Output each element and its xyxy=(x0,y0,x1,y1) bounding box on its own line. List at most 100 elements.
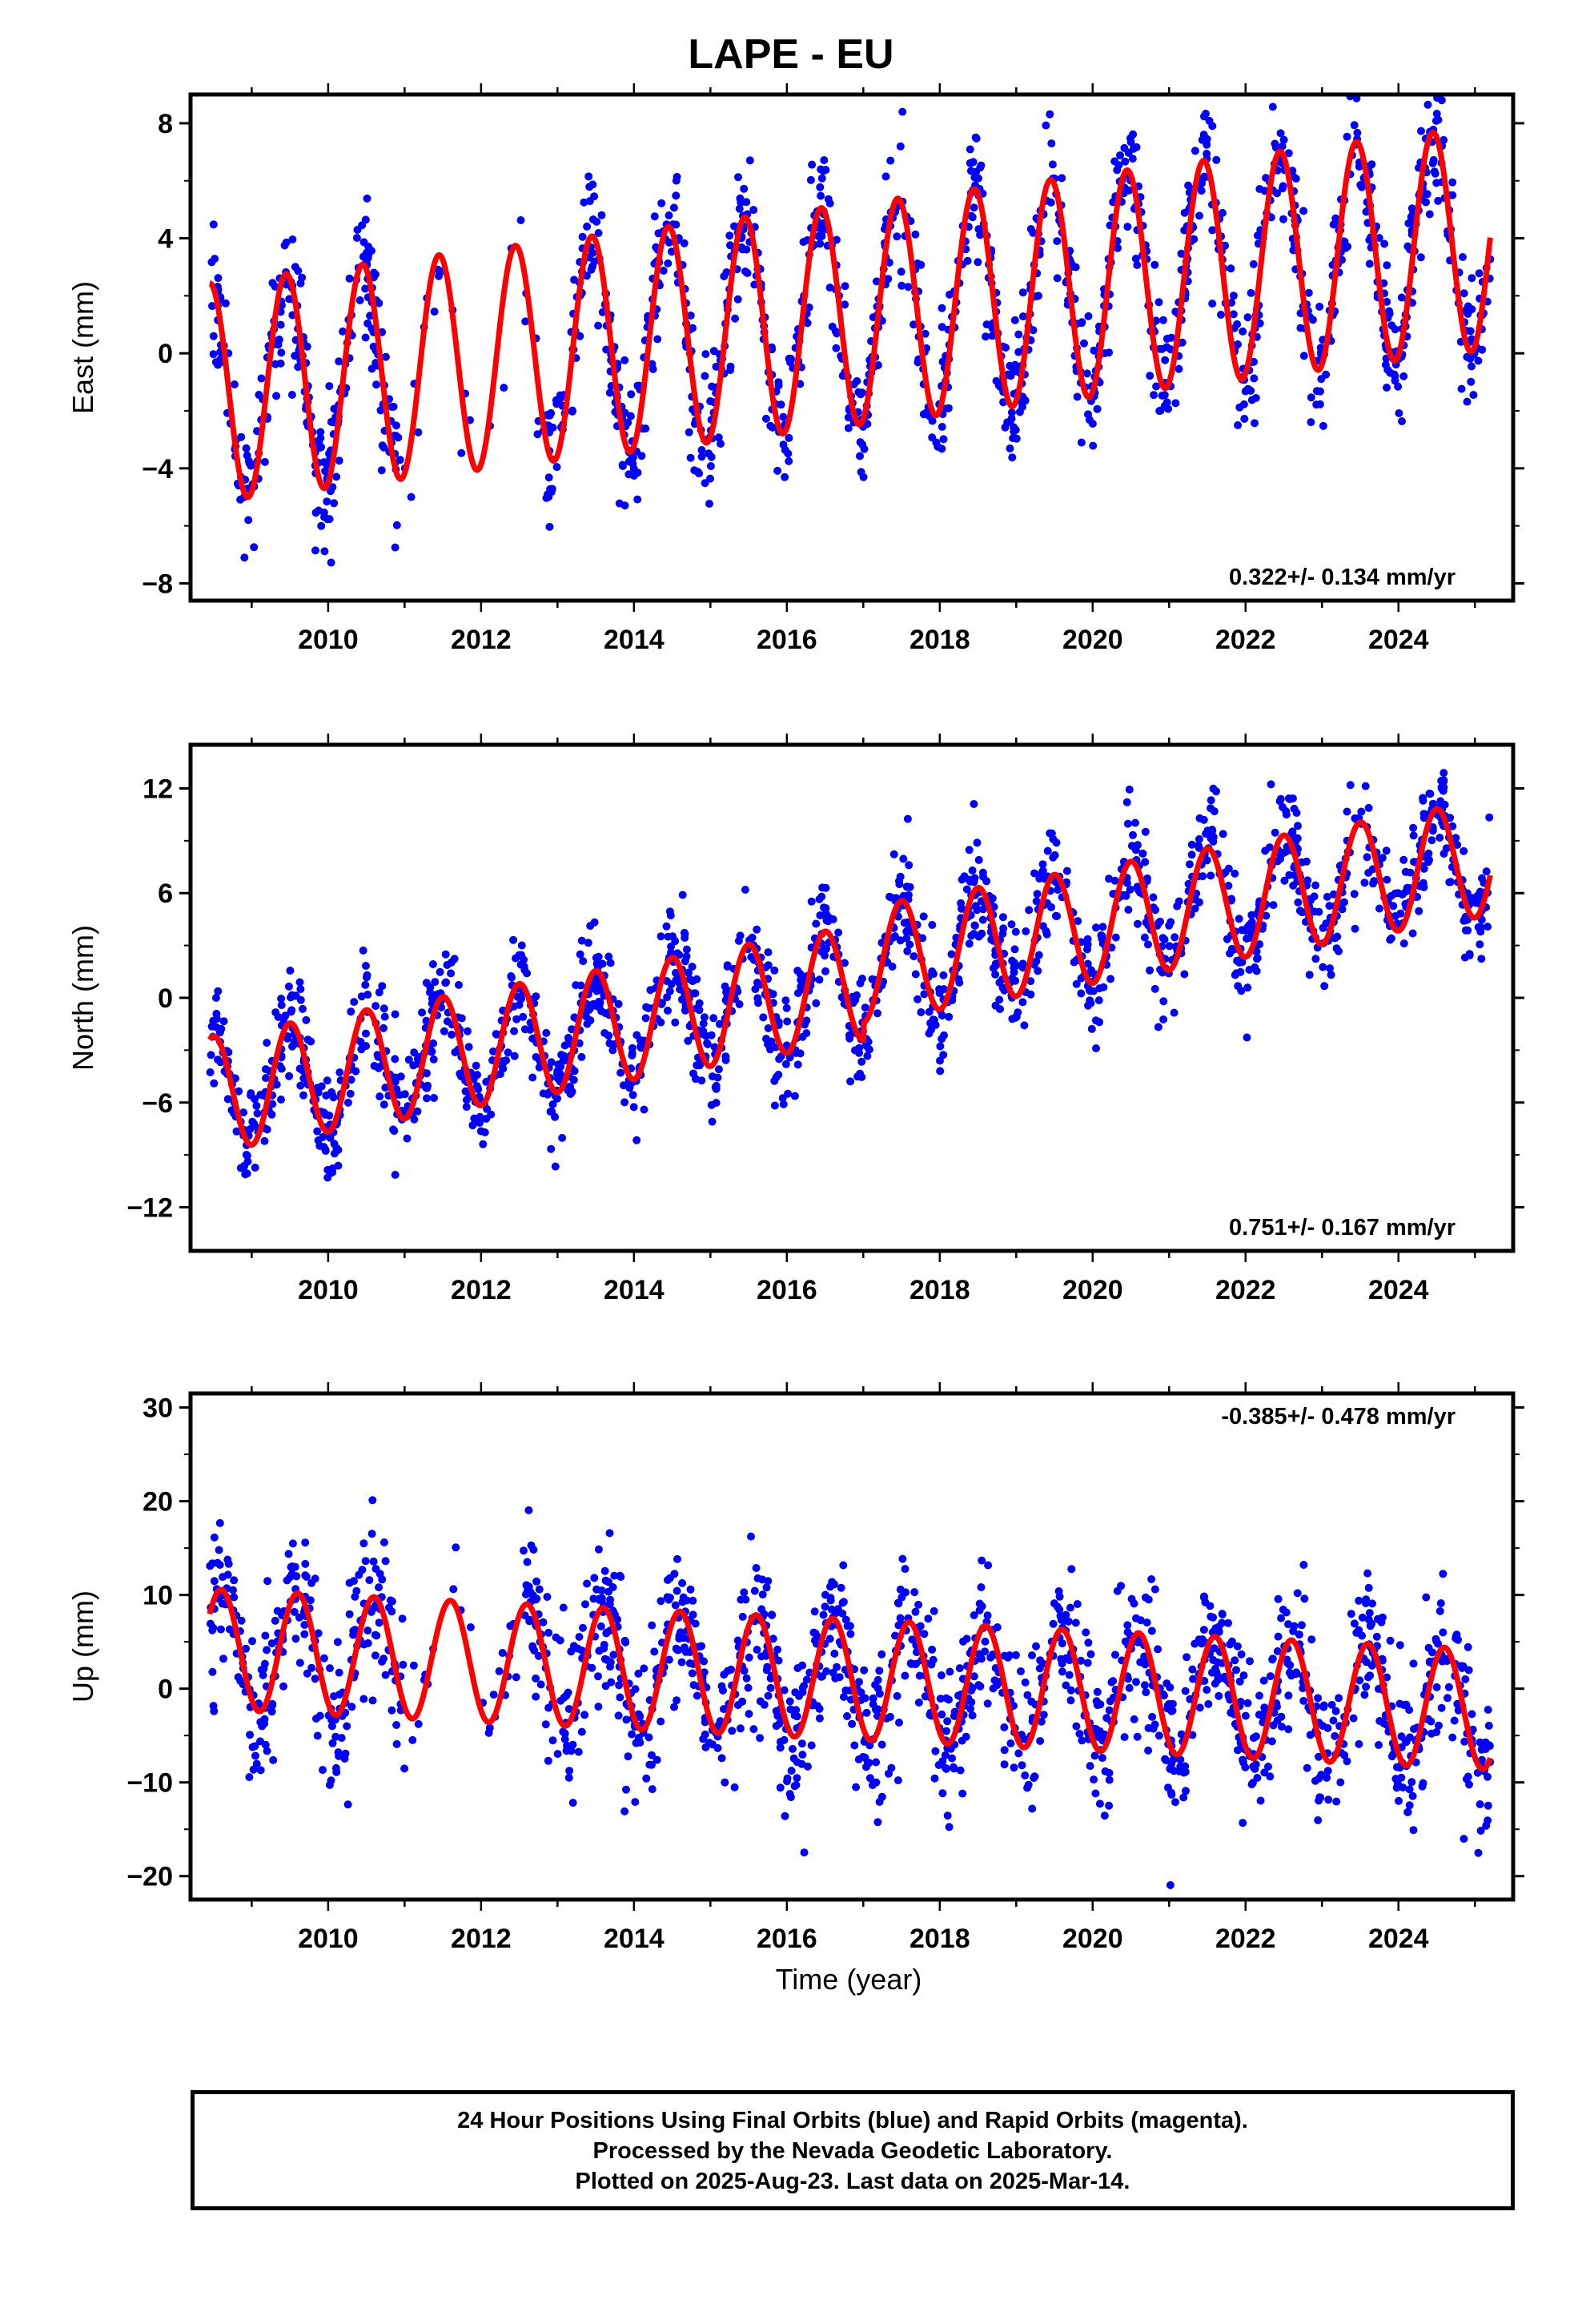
east-y-tick-label: −4 xyxy=(142,454,173,485)
east-data-point xyxy=(1463,352,1472,361)
up-data-point xyxy=(640,1664,648,1673)
north-data-point xyxy=(1276,794,1285,803)
north-data-point xyxy=(902,883,911,891)
north-data-point xyxy=(350,998,359,1007)
up-data-point xyxy=(675,1634,684,1643)
up-data-point xyxy=(869,1694,877,1703)
up-data-point xyxy=(556,1696,565,1705)
east-data-point xyxy=(971,133,980,142)
east-data-point xyxy=(844,413,853,422)
east-data-point xyxy=(1089,441,1098,450)
north-data-point xyxy=(1389,902,1398,911)
north-data-point xyxy=(243,1169,251,1178)
north-data-point xyxy=(779,1100,788,1108)
east-data-point xyxy=(1380,239,1389,248)
up-data-point xyxy=(1148,1712,1157,1721)
up-data-point xyxy=(300,1630,309,1638)
north-data-point xyxy=(319,1143,328,1152)
east-data-point xyxy=(363,194,371,203)
east-data-point xyxy=(1071,263,1080,271)
up-data-point xyxy=(1432,1728,1441,1736)
up-data-point xyxy=(873,1675,882,1684)
up-data-point xyxy=(1075,1730,1084,1738)
east-data-point xyxy=(516,216,525,224)
east-data-point xyxy=(1439,135,1448,144)
north-data-point xyxy=(473,1071,482,1080)
up-data-point xyxy=(1300,1594,1309,1603)
north-data-point xyxy=(1165,942,1174,951)
up-data-point xyxy=(1142,1593,1150,1602)
north-data-point xyxy=(1386,935,1395,944)
up-data-point xyxy=(681,1647,690,1656)
up-data-point xyxy=(636,1738,644,1747)
east-data-point xyxy=(209,220,218,229)
east-data-point xyxy=(588,248,597,257)
up-data-point xyxy=(351,1592,359,1601)
east-data-point xyxy=(857,468,865,476)
east-data-point xyxy=(1212,155,1221,164)
east-data-point xyxy=(856,452,864,460)
north-data-point xyxy=(594,952,603,961)
north-data-point xyxy=(1046,829,1054,838)
north-data-point xyxy=(846,1077,855,1086)
up-data-point xyxy=(776,1783,785,1792)
east-data-point xyxy=(673,172,681,181)
up-data-point xyxy=(208,1626,217,1634)
up-data-point xyxy=(574,1747,583,1756)
east-data-point xyxy=(853,376,861,385)
north-data-point xyxy=(640,1105,648,1114)
up-data-point xyxy=(1241,1763,1250,1771)
north-data-point xyxy=(1338,905,1347,914)
east-data-point xyxy=(361,284,370,293)
north-data-point xyxy=(504,1048,512,1057)
east-data-point xyxy=(1398,417,1406,425)
up-data-point xyxy=(1256,1796,1265,1805)
east-data-point xyxy=(1423,100,1432,109)
north-data-point xyxy=(1403,883,1411,892)
east-data-point xyxy=(706,474,714,483)
east-data-point xyxy=(1394,382,1403,391)
up-data-point xyxy=(559,1727,568,1736)
east-data-point xyxy=(379,443,388,452)
up-data-point xyxy=(1189,1675,1198,1683)
north-data-point xyxy=(909,952,918,961)
east-data-point xyxy=(209,350,218,359)
east-data-point xyxy=(817,191,825,200)
up-data-point xyxy=(1200,1677,1209,1685)
up-data-point xyxy=(1006,1739,1015,1747)
north-data-point xyxy=(551,1162,560,1171)
north-data-point xyxy=(379,1100,388,1109)
north-data-point xyxy=(510,1027,519,1035)
up-data-point xyxy=(893,1691,901,1700)
east-x-tick-label: 2018 xyxy=(909,625,970,655)
east-data-point xyxy=(1385,307,1394,316)
east-data-point xyxy=(544,473,553,482)
up-data-point xyxy=(295,1613,303,1622)
up-data-point xyxy=(1402,1738,1411,1747)
east-data-point xyxy=(938,444,946,453)
east-data-point xyxy=(1058,174,1066,183)
east-data-point xyxy=(1299,207,1308,215)
east-data-point xyxy=(1315,400,1324,408)
up-data-point xyxy=(590,1574,599,1582)
north-data-point xyxy=(559,1056,568,1065)
up-data-point xyxy=(1083,1659,1092,1667)
up-data-point xyxy=(1206,1602,1215,1610)
east-data-point xyxy=(1434,196,1443,205)
east-data-point xyxy=(665,211,673,219)
east-data-point xyxy=(701,372,709,380)
up-data-point xyxy=(815,1704,824,1713)
up-data-point xyxy=(924,1614,933,1623)
north-data-point xyxy=(707,1100,716,1109)
up-data-point xyxy=(798,1751,807,1759)
up-data-point xyxy=(532,1577,541,1586)
north-data-point xyxy=(287,1007,295,1016)
east-data-point xyxy=(327,558,335,567)
east-data-point xyxy=(1391,325,1399,334)
up-data-point xyxy=(752,1564,761,1572)
east-data-point xyxy=(545,522,554,531)
north-data-point xyxy=(1247,911,1256,919)
east-data-point xyxy=(315,444,324,452)
north-data-point xyxy=(423,1084,432,1092)
up-data-point xyxy=(958,1736,966,1745)
